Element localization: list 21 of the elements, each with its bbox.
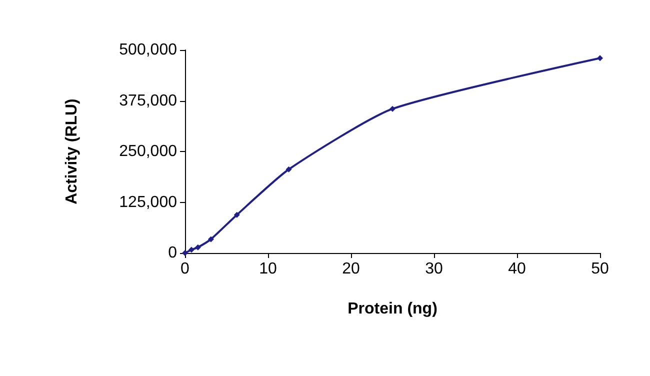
y-tick-label: 125,000: [119, 194, 178, 211]
y-axis-title: Activity (RLU): [64, 98, 80, 204]
y-tick-label: 250,000: [119, 143, 178, 160]
point: [597, 55, 603, 62]
x-tick-label: 40: [508, 260, 526, 278]
point: [286, 166, 292, 172]
x-tick-label: 10: [259, 260, 277, 278]
y-tick-label: 375,000: [119, 92, 178, 110]
x-tick-label: 20: [342, 260, 360, 278]
point: [182, 250, 188, 256]
point: [188, 246, 194, 253]
x-tick-label: 30: [425, 260, 443, 278]
y-tick-label: 0: [168, 244, 178, 262]
x-tick-label: 0: [180, 260, 190, 278]
x-axis-title: Protein (ng): [348, 300, 438, 318]
y-tick-label: 500,000: [119, 42, 178, 58]
point: [234, 212, 240, 218]
point: [208, 236, 214, 242]
point: [390, 106, 396, 112]
point: [194, 244, 201, 250]
x-tick-label: 50: [591, 260, 609, 278]
